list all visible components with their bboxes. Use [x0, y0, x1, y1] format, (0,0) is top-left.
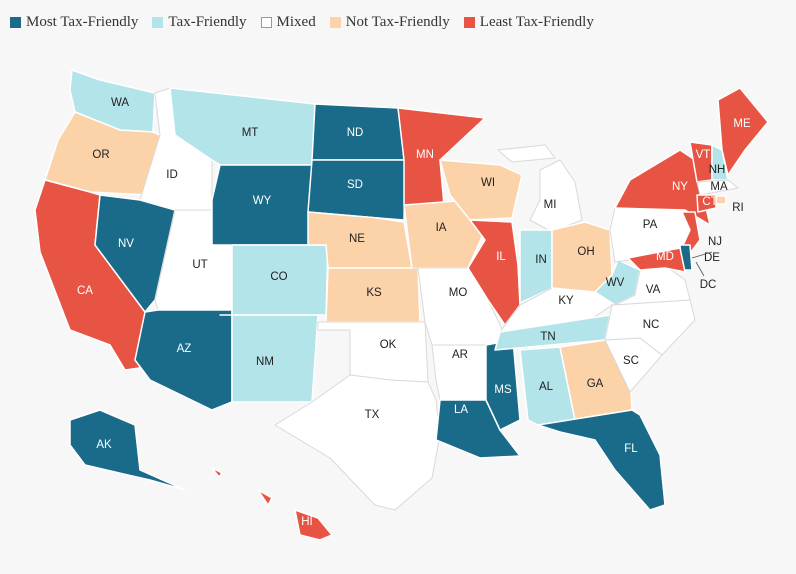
- state-sd[interactable]: [307, 159, 406, 221]
- state-label-sd: SD: [347, 179, 363, 191]
- state-label-oh: OH: [577, 246, 594, 258]
- state-ma[interactable]: [696, 179, 739, 196]
- state-ak[interactable]: [69, 409, 186, 491]
- legend-item-not[interactable]: Not Tax-Friendly: [329, 14, 450, 31]
- state-label-ne: NE: [349, 233, 365, 245]
- state-label-hi: HI: [301, 516, 313, 528]
- legend-item-mixed[interactable]: Mixed: [260, 14, 316, 31]
- state-label-in: IN: [535, 254, 547, 266]
- state-label-ca: CA: [77, 285, 93, 297]
- legend: Most Tax-Friendly Tax-Friendly Mixed Not…: [10, 14, 594, 31]
- state-label-nh: NH: [709, 164, 726, 176]
- state-label-ms: MS: [494, 384, 512, 396]
- state-label-nm: NM: [256, 356, 274, 368]
- legend-swatch-friendly: [152, 17, 164, 28]
- state-label-co: CO: [270, 271, 287, 283]
- state-label-ut: UT: [192, 259, 207, 271]
- state-label-wy: WY: [253, 195, 272, 207]
- state-md[interactable]: [627, 247, 686, 273]
- state-label-id: ID: [166, 169, 178, 181]
- legend-label-not: Not Tax-Friendly: [345, 14, 450, 30]
- state-label-ma: MA: [710, 181, 728, 193]
- legend-item-least[interactable]: Least Tax-Friendly: [463, 14, 594, 31]
- legend-item-friendly[interactable]: Tax-Friendly: [152, 14, 247, 31]
- state-label-tn: TN: [540, 331, 555, 343]
- state-label-me: ME: [733, 118, 751, 130]
- state-label-va: VA: [646, 284, 661, 296]
- state-label-mi: MI: [544, 199, 557, 211]
- state-label-la: LA: [454, 404, 468, 416]
- state-fl[interactable]: [537, 409, 666, 511]
- state-label-wv: WV: [606, 277, 625, 289]
- state-label-ak: AK: [96, 439, 112, 451]
- state-label-ky: KY: [558, 295, 574, 307]
- state-label-mt: MT: [242, 127, 259, 139]
- state-label-ri: RI: [732, 202, 744, 214]
- state-label-md: MD: [656, 251, 674, 263]
- state-label-ok: OK: [380, 339, 397, 351]
- legend-item-most[interactable]: Most Tax-Friendly: [10, 14, 138, 31]
- state-label-or: OR: [92, 149, 109, 161]
- state-label-nj: NJ: [708, 236, 722, 248]
- state-label-ga: GA: [587, 378, 604, 390]
- state-ct[interactable]: [696, 194, 717, 213]
- state-label-nv: NV: [118, 238, 134, 250]
- legend-label-friendly: Tax-Friendly: [168, 14, 247, 30]
- legend-swatch-mixed: [260, 17, 272, 28]
- state-label-il: IL: [496, 251, 506, 263]
- state-label-dc: DC: [700, 279, 717, 291]
- leader-line: [695, 261, 705, 277]
- legend-label-least: Least Tax-Friendly: [479, 14, 594, 30]
- state-label-wi: WI: [481, 177, 495, 189]
- state-nm[interactable]: [219, 314, 319, 403]
- state-label-ct: CT: [702, 196, 717, 208]
- state-label-tx: TX: [365, 409, 380, 421]
- state-az[interactable]: [134, 309, 233, 411]
- state-label-ar: AR: [452, 349, 468, 361]
- state-label-ny: NY: [672, 181, 688, 193]
- state-label-nd: ND: [347, 127, 364, 139]
- state-label-mn: MN: [416, 149, 434, 161]
- state-tx[interactable]: [274, 374, 441, 511]
- leader-line: [691, 251, 713, 259]
- state-hi[interactable]: [211, 467, 333, 541]
- state-label-de: DE: [704, 252, 720, 264]
- state-me[interactable]: [717, 87, 769, 176]
- state-label-wa: WA: [111, 97, 129, 109]
- state-label-nc: NC: [643, 319, 660, 331]
- state-label-ia: IA: [436, 222, 447, 234]
- legend-swatch-most: [10, 17, 21, 28]
- state-label-mo: MO: [449, 287, 468, 299]
- state-label-sc: SC: [623, 355, 639, 367]
- state-label-ks: KS: [366, 287, 382, 299]
- state-label-fl: FL: [624, 443, 638, 455]
- state-label-pa: PA: [643, 219, 658, 231]
- legend-label-mixed: Mixed: [276, 14, 316, 30]
- state-label-vt: VT: [696, 149, 711, 161]
- legend-label-most: Most Tax-Friendly: [26, 14, 139, 30]
- state-wi[interactable]: [439, 159, 523, 221]
- state-ok[interactable]: [317, 321, 429, 383]
- state-label-az: AZ: [177, 343, 192, 355]
- legend-swatch-least: [463, 17, 475, 28]
- legend-swatch-not: [329, 17, 341, 28]
- state-label-al: AL: [539, 381, 554, 393]
